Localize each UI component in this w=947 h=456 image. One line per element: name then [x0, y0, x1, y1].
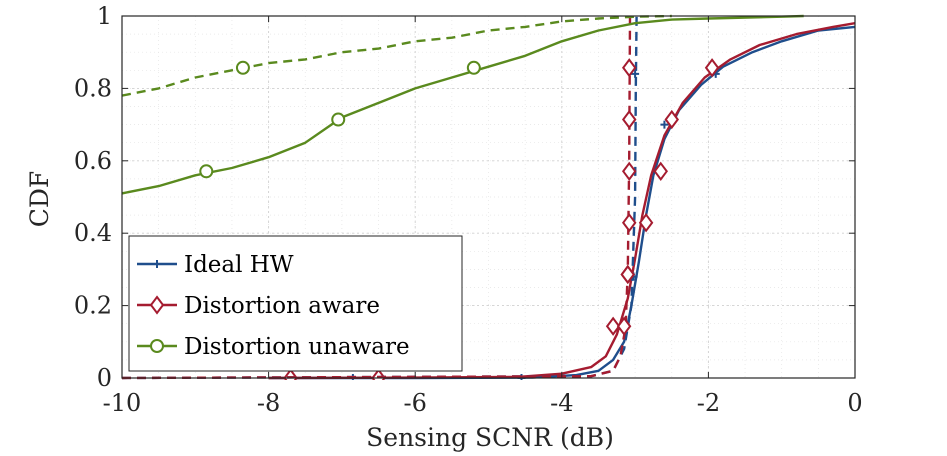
- series-1-marker-4: [638, 213, 654, 233]
- series-4: [122, 14, 804, 195]
- series-0-marker-3: [660, 120, 669, 129]
- series-4-marker-0: [199, 164, 214, 179]
- series-5: [122, 14, 672, 97]
- x-tick-label: -8: [257, 389, 280, 417]
- series-3-marker-4: [621, 109, 637, 130]
- y-tick-label: 0.2: [74, 292, 112, 320]
- legend-box: [128, 235, 463, 372]
- series-4-marker-1: [331, 112, 346, 127]
- x-tick-label: -4: [550, 389, 573, 417]
- legend-label-0: Ideal HW: [184, 252, 294, 278]
- y-tick-label: 0.6: [74, 147, 112, 175]
- legend-entry-1: Distortion aware: [137, 293, 380, 319]
- legend-entry-0: Ideal HW: [137, 252, 294, 278]
- x-tick-label: -2: [697, 389, 720, 417]
- legend: Ideal HW Distortion aware Distortion unawa…: [128, 235, 463, 372]
- legend-label-2: Distortion unaware: [184, 334, 410, 360]
- series-3: [122, 15, 637, 380]
- series-3-marker-5: [621, 58, 637, 78]
- series-line-3: [122, 15, 632, 380]
- series-line-4: [122, 14, 804, 195]
- y-tick-label: 0.4: [74, 219, 112, 247]
- x-tick-label: -10: [103, 389, 142, 417]
- series-3-marker-3: [621, 161, 637, 181]
- x-tick-label: -6: [404, 389, 427, 417]
- x-tick-label: 0: [847, 389, 862, 417]
- legend-entry-2: Distortion unaware: [137, 334, 410, 360]
- plot-series: [122, 14, 855, 380]
- legend-marker-0: [153, 260, 161, 268]
- legend-marker-1: [149, 295, 165, 315]
- y-axis-label: CDF: [25, 171, 54, 228]
- series-line-5: [122, 14, 672, 97]
- axes-ticks: -10 -8 -6 -4 -2 0 0 0.2 0.4 0.6 0.8 1: [74, 2, 863, 417]
- legend-label-1: Distortion aware: [184, 293, 380, 319]
- series-3-marker-1: [620, 264, 636, 285]
- y-tick-label: 1: [97, 2, 112, 30]
- series-1-marker-5: [653, 161, 669, 181]
- series-1-marker-2: [605, 316, 621, 336]
- plot-frame: [121, 15, 856, 379]
- y-tick-label: 0: [97, 364, 112, 392]
- series-1-marker-6: [664, 109, 679, 130]
- series-5-marker-0: [235, 60, 250, 75]
- series-1-marker-7: [704, 58, 720, 78]
- series-4-marker-2: [466, 60, 481, 75]
- x-axis-label: Sensing SCNR (dB): [366, 423, 614, 452]
- series-3-marker-2: [621, 213, 637, 233]
- series-3-marker-0: [616, 316, 632, 336]
- series-2-marker-1: [631, 69, 640, 78]
- y-tick-label: 0.8: [74, 74, 112, 102]
- legend-marker-2: [150, 339, 164, 353]
